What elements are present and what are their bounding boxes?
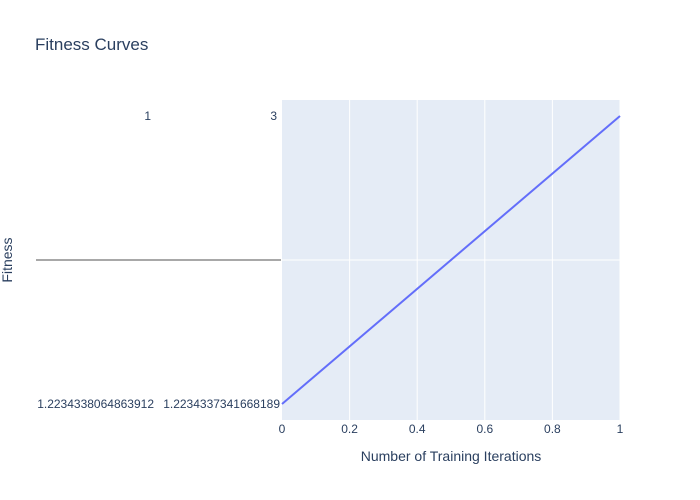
- y-axis-title: Fitness: [0, 237, 15, 282]
- parallel-axis-top-label: 1: [144, 109, 151, 123]
- x-axis-ticks: 0 0.2 0.4 0.6 0.8 1: [279, 422, 624, 436]
- x-tick-label: 0: [279, 422, 286, 436]
- grid: [282, 100, 621, 420]
- parallel-axis-bottom-label: 1.2234337341668189: [163, 397, 280, 411]
- x-tick-label: 0.4: [409, 422, 426, 436]
- parallel-panel: 1 1.2234338064863912 3 1.2234337341668189: [36, 109, 281, 411]
- x-tick-label: 0.8: [544, 422, 561, 436]
- parallel-axis-bottom-label: 1.2234338064863912: [37, 397, 154, 411]
- x-tick-label: 1: [617, 422, 624, 436]
- x-tick-label: 0.2: [341, 422, 358, 436]
- chart-title: Fitness Curves: [35, 35, 148, 54]
- x-tick-label: 0.6: [476, 422, 493, 436]
- x-axis-title: Number of Training Iterations: [361, 448, 542, 464]
- series-line: [281, 115, 621, 405]
- series-layer: [281, 115, 621, 405]
- parallel-axis-top-label: 3: [270, 109, 277, 123]
